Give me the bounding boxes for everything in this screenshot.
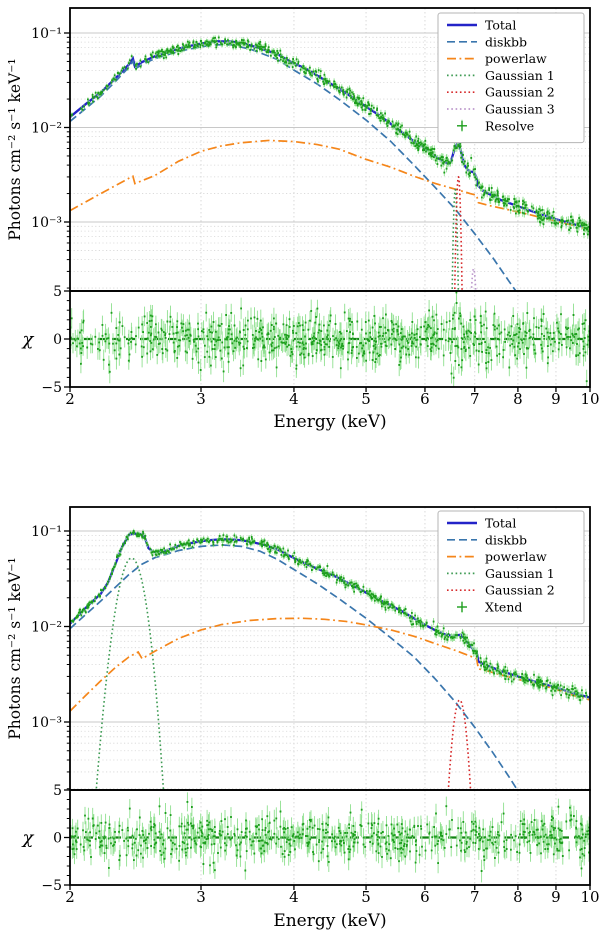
x-tick-label: 3 [196, 390, 206, 408]
legend-label: Xtend [485, 600, 522, 615]
x-tick-label: 10 [580, 390, 599, 408]
chi-tick-label: 0 [53, 332, 62, 348]
residual-markers [70, 291, 590, 383]
curve-diskbb [70, 43, 517, 291]
legend-box [437, 12, 585, 144]
x-axis-label: Energy (keV) [273, 412, 386, 432]
legend-label: Gaussian 2 [485, 583, 555, 598]
x-tick-label: 7 [470, 888, 480, 906]
x-tick-label: 3 [196, 888, 206, 906]
residual-panel-content [70, 291, 590, 387]
residual-error-bars [70, 291, 590, 387]
data-markers [70, 530, 590, 702]
y-tick-label: 10⁻² [31, 620, 62, 636]
x-tick-label: 9 [551, 888, 561, 906]
legend-label: diskbb [485, 532, 527, 547]
x-tick-label: 5 [361, 888, 371, 906]
y-tick-label: 10⁻¹ [31, 26, 62, 42]
legend-label: powerlaw [485, 549, 547, 564]
chi-axis-label: χ [21, 329, 35, 350]
y-tick-label: 10⁻² [31, 121, 62, 137]
curve-gaussian-2 [453, 175, 463, 291]
y-axis-label: Photons cm⁻² s⁻¹ keV⁻¹ [6, 58, 24, 240]
x-tick-label: 8 [513, 888, 523, 906]
residual-markers [70, 800, 590, 872]
x-tick-label: 10 [580, 888, 599, 906]
data-points-xtend [70, 528, 590, 705]
x-tick-label: 6 [420, 390, 430, 408]
curve-diskbb [70, 544, 519, 790]
chi-tick-label: 5 [53, 783, 62, 799]
x-axis-label: Energy (keV) [273, 911, 386, 931]
y-axis-label: Photons cm⁻² s⁻¹ keV⁻¹ [6, 557, 24, 739]
chi-tick-label: 5 [53, 284, 62, 300]
y-tick-label: 10⁻³ [31, 715, 62, 731]
xtend-figure: 2 3 4 5 6 7 8 9 10 10⁻¹ 10⁻² 10⁻³ 5 0 −5 Energy (keV) Ph… [6, 506, 600, 931]
chi-tick-label: −5 [41, 380, 62, 396]
legend-label: Total [485, 516, 516, 531]
data-points-resolve [70, 34, 590, 239]
x-tick-label: 5 [361, 390, 371, 408]
x-tick-label: 6 [420, 888, 430, 906]
legend-label: Gaussian 3 [485, 102, 555, 117]
legend-label: Gaussian 2 [485, 85, 555, 100]
x-tick-label: 2 [65, 888, 75, 906]
legend-label: diskbb [485, 34, 527, 49]
y-tick-label: 10⁻³ [31, 215, 62, 231]
x-tick-label: 9 [551, 390, 561, 408]
curve-gaussian-1 [451, 188, 460, 291]
x-tick-label: 4 [289, 888, 299, 906]
x-tick-label: 7 [470, 390, 480, 408]
legend-label: powerlaw [485, 51, 547, 66]
legend-label: Total [485, 18, 516, 33]
legend-label: Gaussian 1 [485, 566, 555, 581]
legend-label: Gaussian 1 [485, 68, 555, 83]
legend-label: Resolve [485, 118, 534, 133]
curve-gaussian-3 [470, 267, 477, 291]
axes: 2 3 4 5 6 7 8 9 10 10⁻¹ 10⁻² 10⁻³ 5 0 −5 Energy (keV) Ph… [6, 506, 600, 931]
residual-panel-content [70, 792, 590, 883]
axes: 2 3 4 5 6 7 8 9 10 10⁻¹ 10⁻² 10⁻³ 5 0 −5 Energy (keV) Ph… [6, 7, 600, 432]
x-tick-label: 8 [513, 390, 523, 408]
curve-powerlaw [70, 617, 590, 712]
chi-tick-label: 0 [53, 831, 62, 847]
x-tick-label: 4 [289, 390, 299, 408]
chi-tick-label: −5 [41, 878, 62, 894]
data-markers [70, 36, 590, 236]
y-tick-label: 10⁻¹ [31, 524, 62, 540]
resolve-figure: 2 3 4 5 6 7 8 9 10 10⁻¹ 10⁻² 10⁻³ 5 0 −5 Energy (keV) Ph… [6, 7, 600, 432]
x-tick-label: 2 [65, 390, 75, 408]
curve-powerlaw [70, 139, 590, 231]
chi-axis-label: χ [21, 828, 35, 849]
